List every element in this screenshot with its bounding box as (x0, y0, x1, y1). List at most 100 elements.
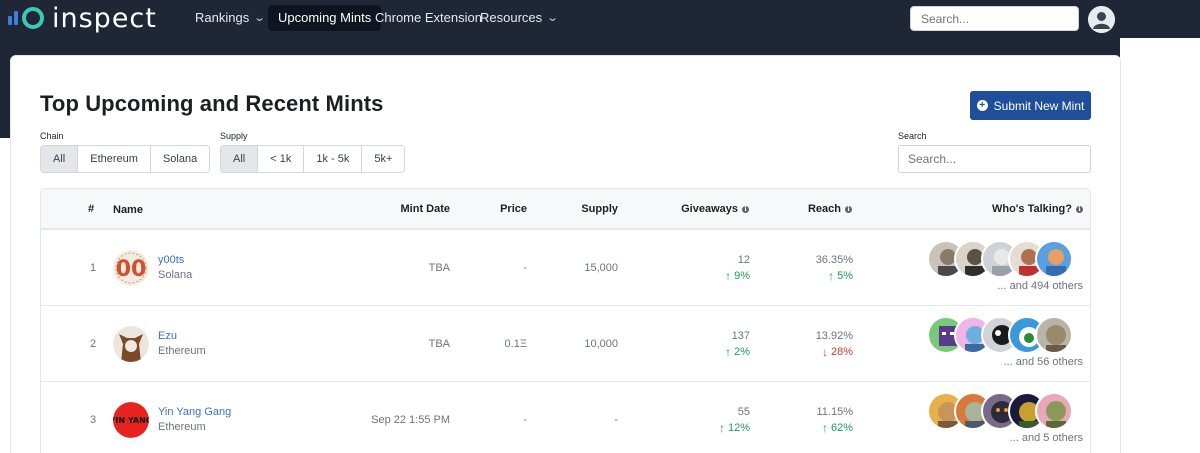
supply-option-1k-5k[interactable]: 1k - 5k (304, 146, 363, 172)
collection-chain: Ethereum (158, 345, 206, 357)
table-row[interactable]: 3 YIN YANG Yin Yang Gang Ethereum Sep 22… (41, 382, 1090, 453)
reach-change-value: 62% (830, 422, 853, 434)
info-icon[interactable]: i (845, 205, 852, 213)
collection-name-link[interactable]: Ezu (158, 330, 177, 342)
reach-change-value: 28% (830, 346, 853, 358)
avatar-lettering: 00 (116, 257, 147, 282)
navbar: inspect Rankings ⌄ Upcoming Mints Chrome… (0, 0, 1200, 38)
rank-cell: 3 (90, 414, 97, 426)
supply-option-all[interactable]: All (221, 146, 259, 172)
giveaways-change-value: 12% (727, 422, 750, 434)
giveaways-value: 12 (737, 254, 750, 266)
reach-change: ↓ 28% (822, 345, 853, 359)
header-rank: # (88, 203, 94, 215)
talking-avatars[interactable] (927, 316, 1087, 354)
chain-option-all[interactable]: All (41, 146, 79, 172)
user-icon[interactable] (1088, 6, 1115, 33)
supply-option-5k-plus[interactable]: 5k+ (362, 146, 405, 172)
reach-value: 36.35% (815, 254, 853, 266)
price-cell: - (523, 262, 527, 274)
header-name[interactable]: Name (113, 204, 143, 216)
header-whos-talking-label: Who's Talking? (991, 203, 1072, 215)
chain-filter-label: Chain (40, 131, 64, 141)
avatar-lettering: YIN YANG (113, 416, 149, 425)
header-mint-date[interactable]: Mint Date (401, 203, 451, 215)
chain-filter: All Ethereum Solana (40, 145, 211, 173)
arrow-up-icon: ↑ (718, 421, 725, 435)
arrow-up-icon: ↑ (725, 269, 732, 283)
header-price[interactable]: Price (500, 203, 527, 215)
header-reach[interactable]: Reach i (808, 203, 852, 215)
supply-filter: All < 1k 1k - 5k 5k+ (220, 145, 406, 173)
chain-option-solana[interactable]: Solana (150, 146, 210, 172)
arrow-up-icon: ↑ (828, 269, 835, 283)
profile-avatar[interactable] (1035, 392, 1073, 430)
table-header: # Name Mint Date Price Supply Giveaways … (41, 189, 1090, 230)
nav-resources-label: Resources (480, 10, 543, 25)
nav-resources[interactable]: Resources ⌄ (470, 5, 567, 31)
logo[interactable]: inspect (8, 2, 157, 34)
talking-avatars[interactable] (927, 240, 1087, 278)
header-giveaways[interactable]: Giveaways i (681, 203, 749, 215)
info-icon[interactable]: i (1076, 205, 1083, 213)
others-count[interactable]: ... and 5 others (1009, 432, 1083, 444)
nav-search-input[interactable] (910, 6, 1079, 31)
giveaways-value: 137 (731, 330, 750, 342)
reach-change: ↑ 5% (828, 269, 853, 283)
plus-circle-icon: + (976, 100, 988, 111)
nav-upcoming-mints-label: Upcoming Mints (278, 10, 372, 25)
logo-bars-icon (8, 11, 18, 25)
mints-table: # Name Mint Date Price Supply Giveaways … (40, 188, 1091, 453)
collection-avatar[interactable]: YIN YANG (113, 402, 149, 438)
arrow-down-icon: ↓ (821, 345, 828, 359)
page-title: Top Upcoming and Recent Mints (40, 91, 384, 116)
supply-option-under-1k[interactable]: < 1k (258, 146, 305, 172)
submit-new-mint-button[interactable]: + Submit New Mint (970, 91, 1091, 120)
search-label: Search (898, 131, 927, 141)
mint-search-input[interactable] (898, 145, 1091, 173)
table-row[interactable]: 2 Ezu Ethereum TBA 0.1Ξ 10,000 137 ↑ 2% 1… (41, 306, 1090, 382)
giveaways-change-value: 2% (734, 346, 750, 358)
rank-cell: 1 (90, 262, 97, 274)
giveaways-change: ↑ 9% (725, 269, 750, 283)
mint-date-cell: Sep 22 1:55 PM (371, 414, 450, 426)
header-background-strip (1120, 0, 1200, 38)
table-row[interactable]: 1 00 y00ts Solana TBA - 15,000 12 ↑ 9% 36… (41, 230, 1090, 306)
reach-value: 13.92% (815, 330, 853, 342)
collection-avatar[interactable]: 00 (113, 250, 149, 286)
profile-avatar[interactable] (1035, 316, 1073, 354)
logo-text: inspect (52, 2, 157, 34)
giveaways-value: 55 (737, 406, 750, 418)
logo-ring-icon (22, 7, 44, 29)
chevron-down-icon: ⌄ (546, 12, 560, 24)
others-count[interactable]: ... and 494 others (997, 280, 1083, 292)
others-count[interactable]: ... and 56 others (1003, 356, 1084, 368)
chain-option-ethereum[interactable]: Ethereum (78, 146, 151, 172)
collection-avatar[interactable] (113, 326, 149, 362)
arrow-up-icon: ↑ (725, 345, 732, 359)
header-price-label: Price (500, 203, 527, 215)
header-reach-label: Reach (807, 203, 841, 215)
collection-chain: Solana (158, 269, 193, 281)
header-supply-label: Supply (581, 203, 618, 215)
reach-change-value: 5% (837, 270, 853, 282)
talking-avatars[interactable] (927, 392, 1087, 430)
collection-name-link[interactable]: Yin Yang Gang (158, 406, 232, 418)
profile-avatar[interactable] (1035, 240, 1073, 278)
nav-upcoming-mints[interactable]: Upcoming Mints (268, 5, 382, 31)
nav-chrome-extension[interactable]: Chrome Extension (365, 5, 492, 31)
header-supply[interactable]: Supply (581, 203, 618, 215)
rank-cell: 2 (90, 338, 97, 350)
supply-cell: - (614, 414, 618, 426)
giveaways-change: ↑ 12% (719, 421, 750, 435)
collection-chain: Ethereum (158, 421, 206, 433)
chevron-down-icon: ⌄ (253, 12, 267, 24)
info-icon[interactable]: i (742, 205, 749, 213)
nav-chrome-extension-label: Chrome Extension (375, 10, 482, 25)
reach-value: 11.15% (816, 406, 854, 418)
collection-name-link[interactable]: y00ts (158, 254, 185, 266)
submit-new-mint-label: Submit New Mint (993, 98, 1085, 113)
header-whos-talking: Who's Talking? i (992, 203, 1083, 215)
nav-rankings[interactable]: Rankings ⌄ (185, 5, 274, 31)
arrow-up-icon: ↑ (821, 421, 828, 435)
